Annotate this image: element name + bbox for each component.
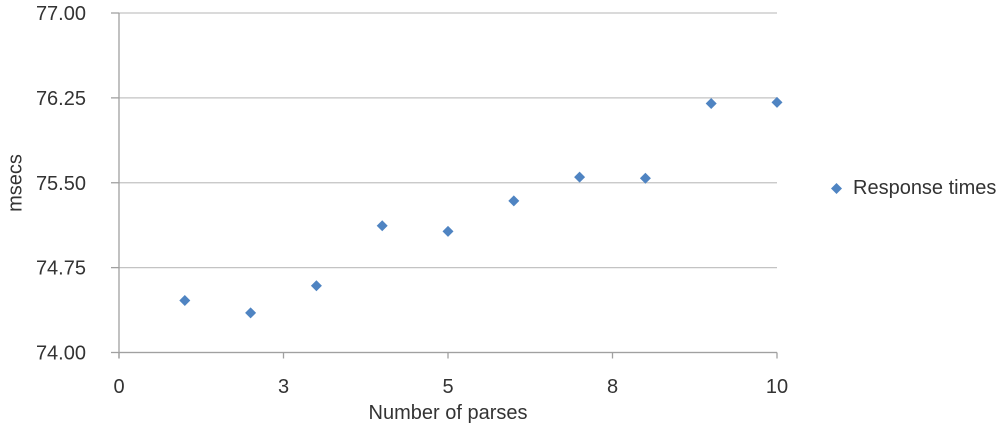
y-tick-label: 77.00: [36, 3, 86, 25]
y-tick-label: 74.75: [36, 258, 86, 280]
y-tick-label: 74.00: [36, 343, 86, 365]
x-tick-label: 3: [278, 376, 289, 398]
data-point-marker: [442, 225, 454, 237]
x-axis-title: Number of parses: [368, 402, 528, 424]
data-point-marker: [245, 307, 257, 319]
y-axis-title: msecs: [4, 154, 27, 212]
y-tick-label: 75.50: [36, 173, 86, 195]
x-tick-label: 8: [607, 376, 618, 398]
legend: Response times: [831, 177, 996, 200]
data-point-marker: [639, 172, 651, 184]
x-tick-label: 10: [766, 376, 788, 398]
data-point-marker: [574, 171, 586, 183]
data-point-marker: [508, 195, 520, 207]
y-tick-label: 76.25: [36, 88, 86, 110]
data-point-marker: [771, 96, 783, 108]
x-tick-label: 5: [442, 376, 453, 398]
legend-entry-label: Response times: [853, 177, 997, 199]
data-point-marker: [376, 220, 388, 232]
legend-diamond-icon: [831, 183, 842, 194]
data-point-marker: [705, 98, 717, 110]
data-point-marker: [310, 280, 322, 292]
data-point-marker: [179, 294, 191, 306]
x-tick-label: 0: [113, 376, 124, 398]
